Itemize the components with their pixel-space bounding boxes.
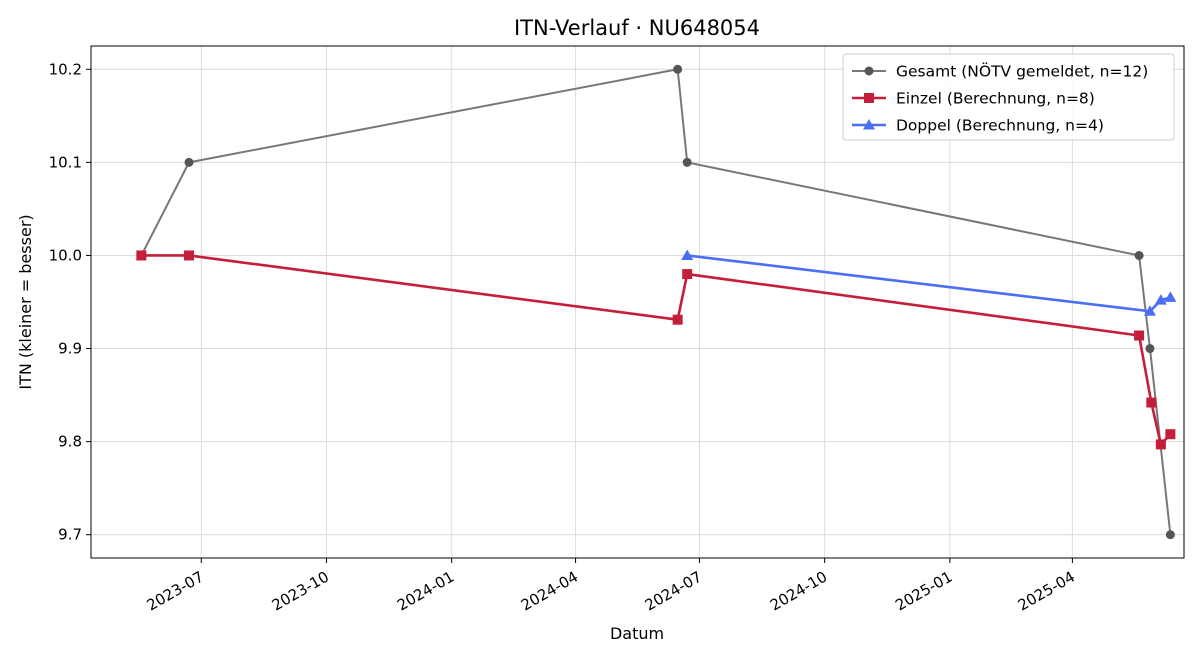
plot-frame xyxy=(90,45,1185,559)
legend-marker xyxy=(863,119,875,130)
data-point xyxy=(184,157,194,167)
legend-box xyxy=(842,53,1175,141)
chart-title: ITN-Verlauf · NU648054 xyxy=(514,16,760,40)
x-axis-label: Datum xyxy=(610,624,664,643)
data-point xyxy=(1165,429,1176,440)
data-point xyxy=(682,269,693,280)
y-axis-label: ITN (kleiner = besser) xyxy=(16,214,35,389)
data-point xyxy=(1143,305,1156,316)
data-point xyxy=(1134,330,1145,341)
legend: Gesamt (NÖTV gemeldet, n=12) Einzel (Bere… xyxy=(842,53,1175,141)
y-tick-label: 10.2 xyxy=(49,60,82,78)
data-point xyxy=(184,250,195,261)
legend-marker xyxy=(864,93,874,103)
series-circle xyxy=(136,64,1175,540)
data-point xyxy=(1154,294,1167,305)
data-point xyxy=(681,249,694,260)
data-point xyxy=(1165,530,1175,540)
legend-marker xyxy=(864,66,874,76)
series-square xyxy=(136,250,1176,450)
y-tick-label: 10.0 xyxy=(49,246,82,264)
legend-label: Einzel (Berechnung, n=8) xyxy=(896,90,1095,108)
data-point xyxy=(136,250,147,261)
data-point xyxy=(1155,439,1166,450)
data-point xyxy=(1146,397,1157,408)
data-point xyxy=(1134,250,1144,260)
data-point xyxy=(682,157,692,167)
y-tick-label: 9.8 xyxy=(58,433,82,451)
series-layer xyxy=(136,64,1177,540)
series-line xyxy=(141,254,1172,446)
data-point xyxy=(1145,344,1155,354)
legend-label: Gesamt (NÖTV gemeldet, n=12) xyxy=(896,62,1148,81)
y-tick-label: 9.9 xyxy=(58,340,82,358)
data-point xyxy=(1164,291,1177,302)
series-line xyxy=(687,254,1171,313)
data-point xyxy=(673,64,683,74)
legend-label: Doppel (Berechnung, n=4) xyxy=(896,117,1104,135)
series-triangle xyxy=(681,249,1177,316)
y-tick-label: 9.7 xyxy=(58,526,82,544)
y-tick-label: 10.1 xyxy=(49,153,82,171)
data-point xyxy=(672,314,683,325)
